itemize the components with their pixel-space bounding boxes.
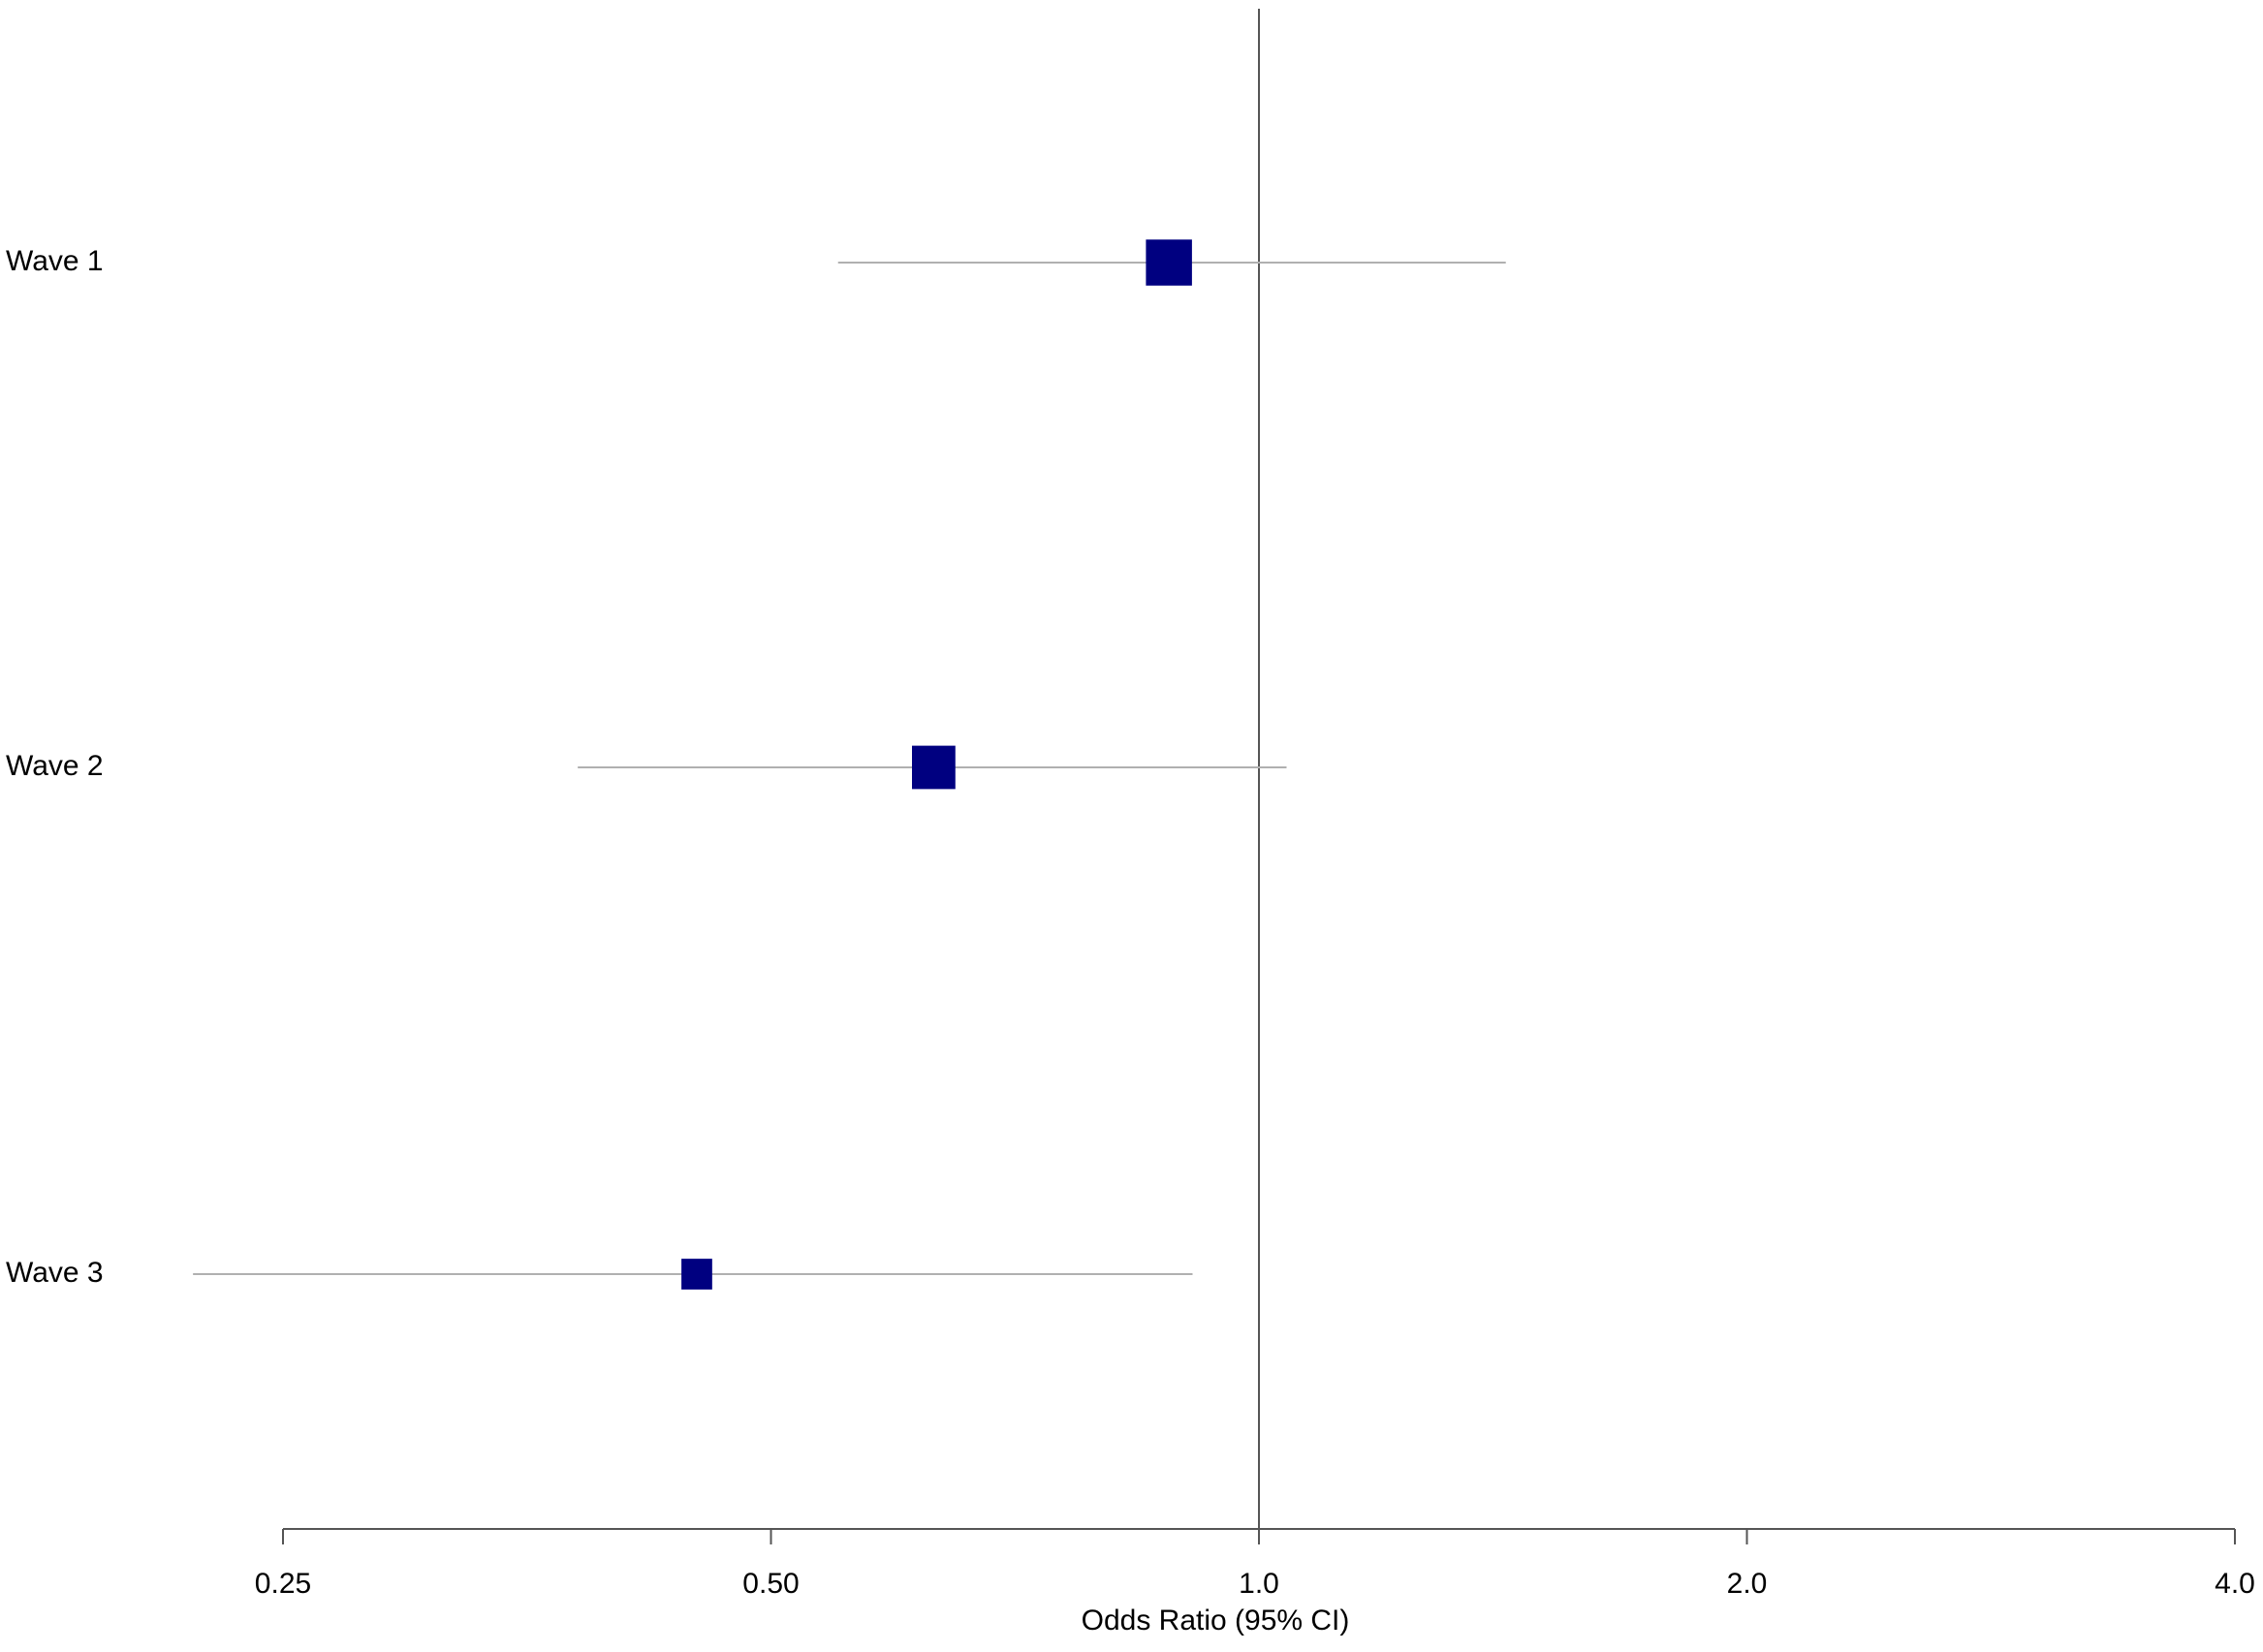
- x-tick-label: 1.0: [1239, 1568, 1279, 1600]
- x-axis-label: Odds Ratio (95% CI): [1082, 1605, 1350, 1636]
- x-tick-label: 4.0: [2215, 1568, 2255, 1600]
- x-tick-label: 0.25: [255, 1568, 311, 1600]
- row-label: Wave 2: [6, 750, 104, 782]
- point-estimate: [1146, 239, 1192, 286]
- x-tick-label: 2.0: [1727, 1568, 1768, 1600]
- point-estimate: [912, 745, 956, 790]
- row-label: Wave 3: [6, 1257, 104, 1289]
- x-tick-label: 0.50: [742, 1568, 799, 1600]
- row-label: Wave 1: [6, 245, 104, 277]
- point-estimate: [681, 1259, 712, 1290]
